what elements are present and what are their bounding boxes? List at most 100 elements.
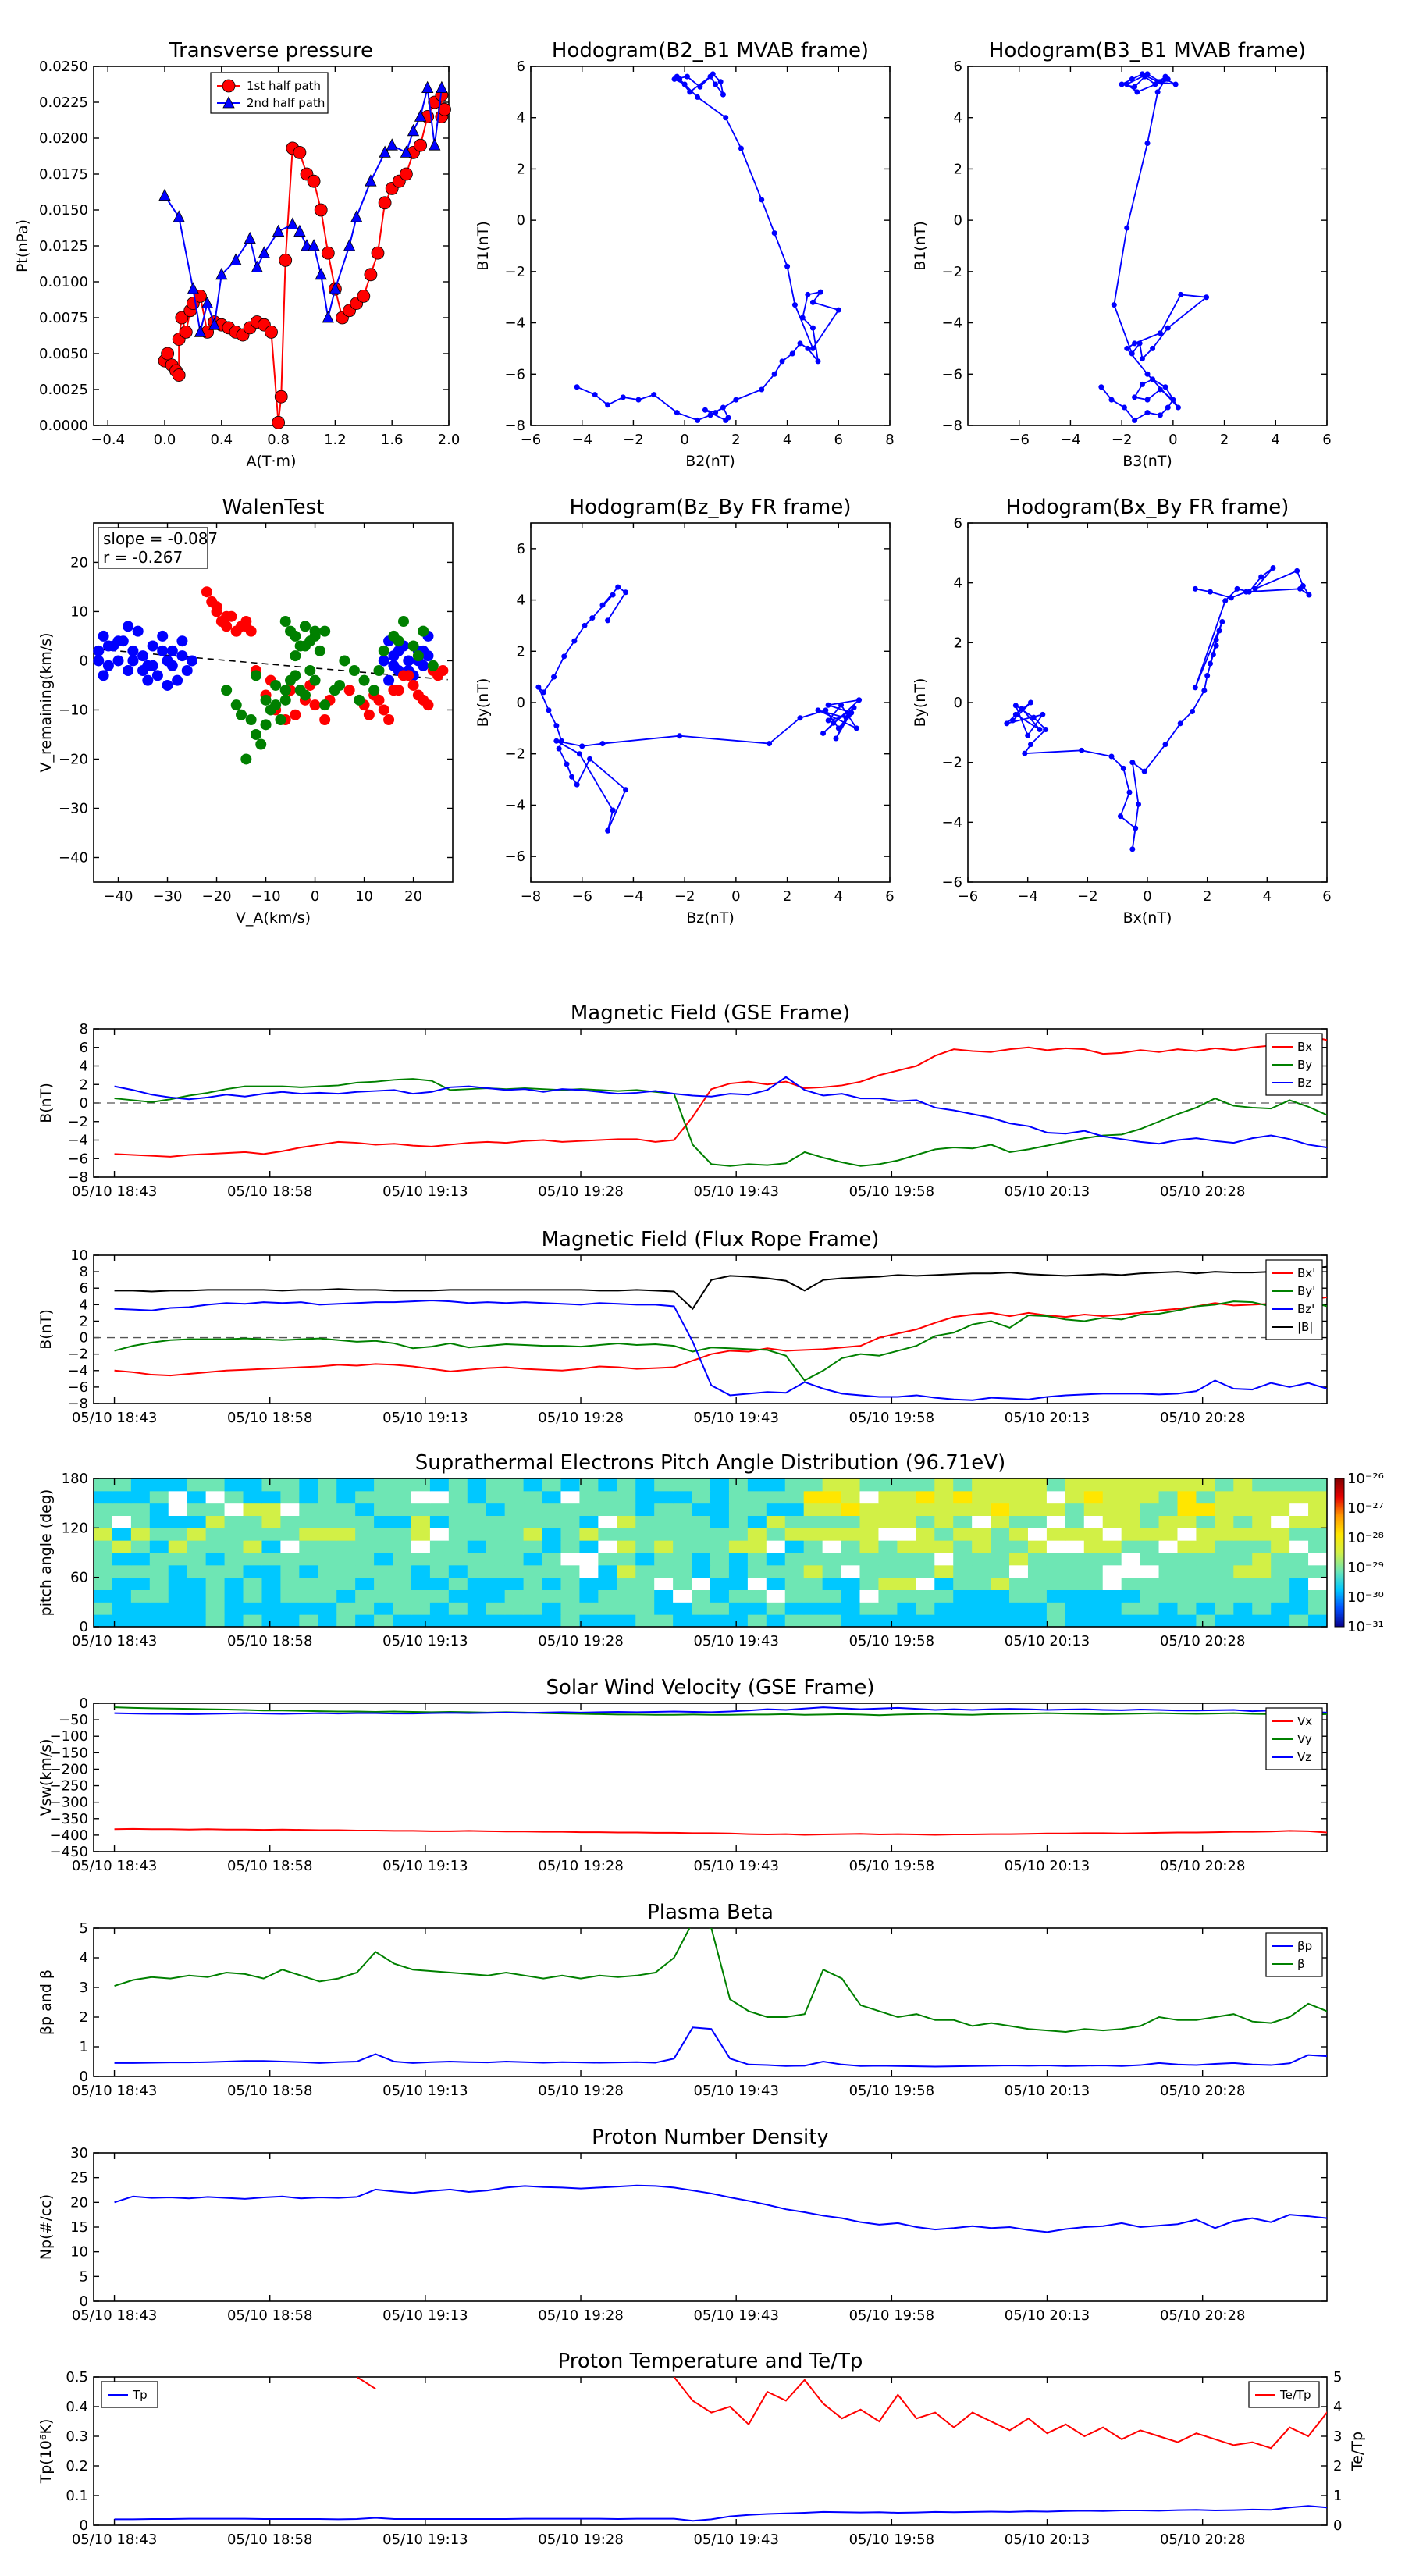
heatmap-cell [374, 1478, 393, 1492]
x-tick-label: 05/10 19:28 [538, 2083, 623, 2099]
y-tick-label: 8 [80, 1264, 88, 1280]
heatmap-cell [336, 1540, 356, 1553]
heatmap-cell [673, 1478, 692, 1492]
heatmap-cell [429, 1553, 450, 1566]
data-point [1150, 376, 1156, 382]
y-tick-label: 4 [517, 110, 525, 126]
heatmap-cell [205, 1564, 226, 1578]
data-point [579, 743, 585, 749]
heatmap-cell [617, 1614, 636, 1628]
y-tick-label: −2 [67, 1114, 88, 1130]
heatmap-cell [1102, 1602, 1122, 1615]
heatmap-cell [916, 1577, 935, 1590]
plot-frame [93, 1927, 1328, 2077]
heatmap-cell [1233, 1515, 1253, 1528]
data-point [684, 73, 690, 80]
heatmap-cell [878, 1602, 898, 1615]
colorbar [1334, 1478, 1345, 1628]
data-point [1216, 628, 1222, 634]
heatmap-cell [692, 1540, 711, 1553]
data-point [1129, 76, 1135, 82]
heatmap-cell [747, 1540, 767, 1553]
data-point [147, 640, 158, 652]
data-point [161, 347, 175, 361]
heatmap-cell [224, 1589, 244, 1603]
y-tick-label: −2 [67, 1347, 88, 1363]
x-tick-label: −2 [623, 432, 644, 448]
heatmap-cell [710, 1515, 730, 1528]
legend-label: Te/Tp [1279, 2388, 1311, 2402]
data-point [172, 674, 183, 686]
heatmap-cell [747, 1553, 767, 1566]
heatmap-cell [504, 1490, 525, 1504]
heatmap-cell [280, 1564, 300, 1578]
data-point [805, 345, 811, 351]
heatmap-cell [728, 1540, 749, 1553]
y-tick-label: −4 [504, 797, 525, 813]
heatmap-cell [1046, 1478, 1066, 1492]
heatmap-cell [1196, 1490, 1215, 1504]
data-point [1132, 394, 1138, 400]
data-point [201, 296, 214, 309]
heatmap-cell [224, 1503, 244, 1516]
x-tick-label: 4 [834, 888, 843, 905]
heatmap-cell [261, 1602, 281, 1615]
heatmap-cell [224, 1614, 244, 1628]
x-tick-label: 05/10 18:43 [72, 2532, 157, 2548]
heatmap-cell [859, 1614, 879, 1628]
heatmap-cell [1102, 1540, 1122, 1553]
data-point [1152, 81, 1158, 87]
heatmap-cell [542, 1478, 561, 1492]
x-tick-label: 05/10 19:58 [849, 1410, 934, 1426]
data-point [1213, 637, 1219, 642]
x-tick-label: −20 [202, 888, 232, 905]
heatmap-cell [692, 1614, 711, 1628]
y-tick-label: −4 [67, 1133, 88, 1149]
x-tick-label: −6 [521, 432, 542, 448]
heatmap-cell [673, 1515, 692, 1528]
plot-frame [93, 1703, 1328, 1852]
heatmap-cell [523, 1478, 543, 1492]
data-point [422, 699, 434, 711]
heatmap-cell [1308, 1602, 1328, 1615]
heatmap-cell [1289, 1515, 1309, 1528]
heatmap-cell [747, 1528, 767, 1541]
heatmap-cell [336, 1515, 356, 1528]
heatmap-cell [1233, 1589, 1253, 1603]
y-tick-label: 0 [517, 695, 525, 711]
data-point [1165, 325, 1171, 331]
data-point [422, 80, 434, 93]
data-point [279, 694, 291, 706]
x-tick-label: 4 [1263, 888, 1272, 905]
heatmap-cell [1308, 1589, 1328, 1603]
y-tick-label: −8 [504, 418, 525, 434]
heatmap-cell [692, 1553, 711, 1566]
heatmap-cell [1271, 1515, 1290, 1528]
y-tick-label: 2 [954, 635, 962, 651]
heatmap-cell [1009, 1602, 1029, 1615]
heatmap-cell [635, 1478, 655, 1492]
data-point [236, 709, 247, 720]
heatmap-cell [953, 1553, 973, 1566]
y-tick-label: 4 [954, 110, 962, 126]
data-point [789, 350, 795, 357]
heatmap-cell [1140, 1553, 1160, 1566]
heatmap-cell [1102, 1528, 1122, 1541]
heatmap-cell [280, 1589, 300, 1603]
heatmap-cell [261, 1478, 281, 1492]
data-point [343, 685, 355, 696]
heatmap-cell [1046, 1553, 1066, 1566]
heatmap-cell [822, 1614, 842, 1628]
heatmap-cell [448, 1515, 468, 1528]
heatmap-cell [168, 1503, 188, 1516]
data-point [299, 640, 311, 652]
data-point [319, 625, 331, 637]
heatmap-cell [1158, 1614, 1178, 1628]
x-tick-label: 2 [1203, 888, 1211, 905]
heatmap-cell [897, 1490, 916, 1504]
data-point [229, 253, 242, 265]
data-point [1111, 302, 1117, 308]
x-tick-label: 0.4 [210, 432, 233, 448]
heatmap-cell [859, 1478, 879, 1492]
y-tick-label: 0 [954, 212, 962, 229]
